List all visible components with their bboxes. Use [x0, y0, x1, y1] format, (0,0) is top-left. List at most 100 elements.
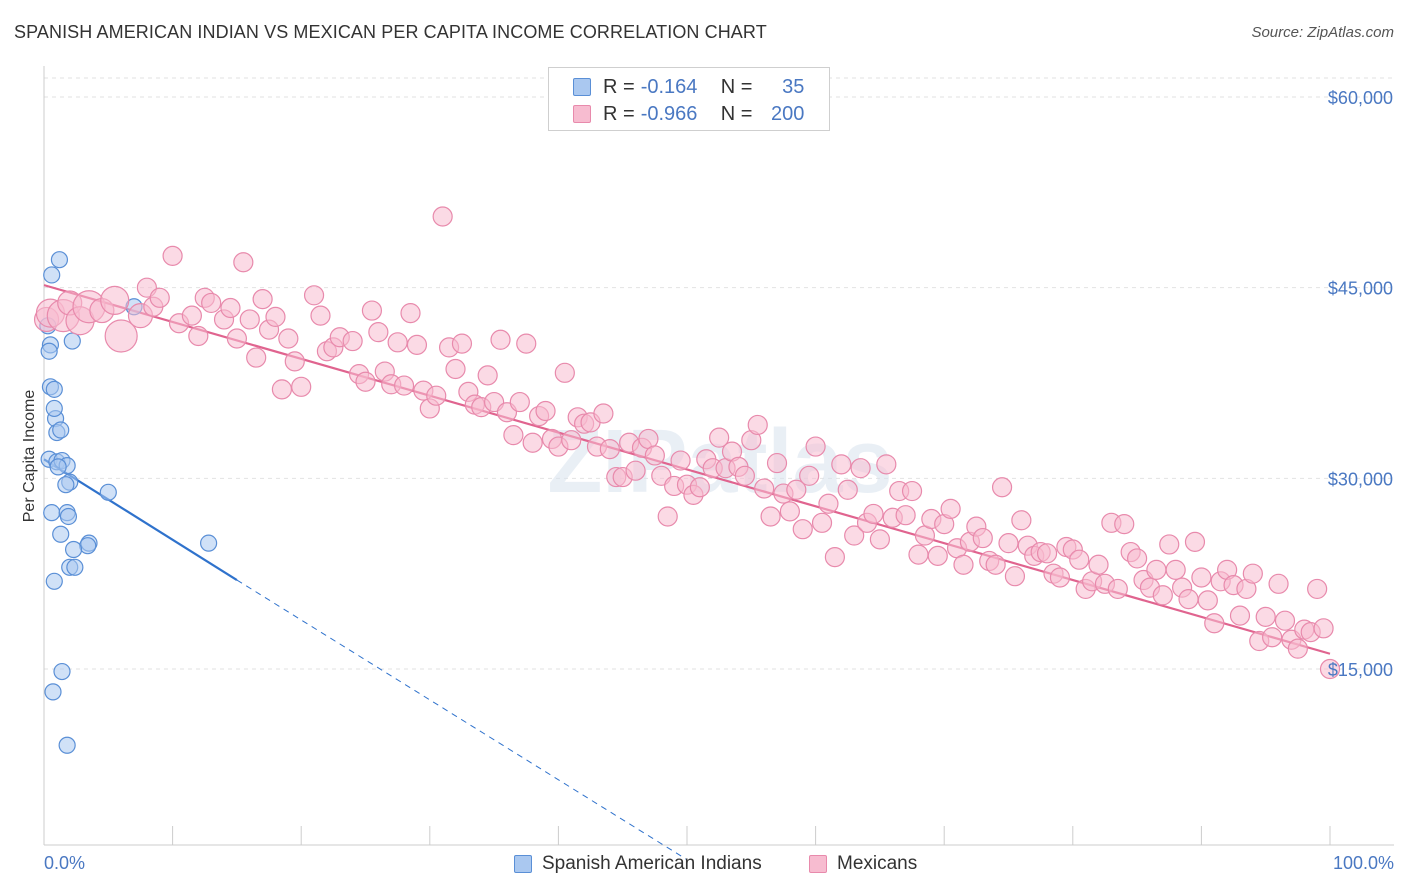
point-mexicans: [747, 414, 768, 436]
point-mexicans: [670, 450, 691, 471]
point-mexicans: [927, 545, 948, 566]
point-mexicans: [509, 391, 530, 413]
point-mexicans: [303, 285, 325, 306]
point-spanish-american-indians: [44, 683, 62, 701]
point-mexicans: [1114, 513, 1135, 535]
point-mexicans: [1313, 618, 1334, 639]
point-mexicans: [844, 525, 865, 546]
point-mexicans: [786, 479, 807, 500]
point-mexicans: [1262, 627, 1283, 648]
point-mexicans: [188, 325, 209, 347]
point-mexicans: [100, 285, 130, 315]
point-spanish-american-indians: [99, 483, 117, 501]
y-tick-label: $15,000: [1328, 660, 1393, 680]
point-mexicans: [991, 477, 1013, 498]
point-mexicans: [1307, 578, 1328, 600]
point-mexicans: [779, 501, 800, 522]
point-mexicans: [831, 454, 852, 475]
point-mexicans: [760, 506, 781, 527]
point-mexicans: [824, 547, 845, 568]
point-mexicans: [1229, 605, 1251, 626]
point-spanish-american-indians: [59, 507, 78, 526]
point-spanish-american-indians: [52, 421, 70, 439]
y-tick-label: $30,000: [1328, 469, 1393, 489]
point-mexicans: [1159, 534, 1180, 555]
point-mexicans: [985, 554, 1006, 575]
point-mexicans: [1107, 578, 1128, 600]
point-mexicans: [599, 438, 620, 460]
legend-swatch-blue: [573, 78, 591, 96]
legend-n-value: 200: [771, 102, 805, 125]
point-mexicans: [1204, 613, 1225, 634]
point-mexicans: [233, 252, 254, 273]
point-mexicans: [1178, 588, 1199, 610]
y-tick-labels: $15,000 $30,000 $45,000 $60,000: [1328, 88, 1393, 680]
point-mexicans: [799, 465, 820, 486]
point-mexicans: [490, 329, 511, 350]
correlation-legend: R = -0.164 N = 35 R = -0.966 N = 200: [548, 67, 830, 131]
bottom-legend-label: Mexicans: [837, 853, 918, 874]
point-mexicans: [1152, 585, 1173, 606]
point-mexicans: [901, 480, 923, 502]
point-mexicans: [1268, 573, 1289, 594]
bottom-legend-swatch-blue: [514, 855, 532, 873]
legend-r-label: R =: [603, 102, 635, 125]
point-mexicans: [850, 458, 871, 479]
point-mexicans: [278, 328, 299, 349]
bottom-legend-label: Spanish American Indians: [542, 853, 762, 874]
chart-title: SPANISH AMERICAN INDIAN VS MEXICAN PER C…: [14, 22, 767, 42]
point-mexicans: [593, 403, 614, 424]
point-mexicans: [940, 498, 961, 519]
point-mexicans: [355, 371, 376, 392]
point-mexicans: [387, 332, 408, 353]
point-mexicans: [265, 306, 286, 328]
trend-line-extension-dashed: [236, 579, 688, 861]
point-spanish-american-indians: [64, 540, 83, 559]
point-mexicans: [342, 330, 363, 352]
gridlines: [44, 77, 1394, 670]
point-spanish-american-indians: [79, 537, 97, 555]
point-mexicans: [1126, 548, 1148, 569]
point-mexicans: [1274, 610, 1296, 631]
legend-swatch-pink: [573, 105, 591, 123]
x-tick-label: 0.0%: [44, 853, 85, 873]
point-mexicans: [291, 376, 312, 397]
legend-r-value: -0.164: [640, 75, 698, 98]
point-mexicans: [625, 460, 646, 481]
point-mexicans: [1049, 567, 1071, 588]
point-mexicans: [811, 512, 833, 533]
point-mexicans: [792, 519, 813, 540]
point-spanish-american-indians: [40, 342, 58, 360]
point-spanish-american-indians: [45, 572, 63, 590]
point-mexicans: [226, 328, 247, 349]
point-mexicans: [400, 302, 421, 324]
legend-row-spanish-american-indians: R = -0.164 N = 35: [573, 76, 804, 98]
legend-n-value: 35: [782, 75, 805, 98]
point-mexicans: [284, 351, 305, 372]
point-mexicans: [554, 362, 575, 383]
point-spanish-american-indians: [52, 525, 70, 543]
point-mexicans: [1319, 658, 1341, 680]
point-mexicans: [709, 427, 730, 448]
point-spanish-american-indians: [45, 380, 63, 398]
y-axis-label: Per Capita Income: [21, 390, 38, 523]
point-mexicans: [561, 430, 582, 451]
point-mexicans: [908, 544, 929, 565]
point-spanish-american-indians: [45, 399, 63, 418]
point-mexicans: [535, 400, 556, 422]
legend-row-mexicans: R = -0.966 N = 200: [573, 103, 804, 125]
point-mexicans: [754, 478, 775, 499]
point-mexicans: [516, 333, 537, 354]
point-mexicans: [657, 506, 678, 527]
point-mexicans: [972, 527, 993, 549]
point-mexicans: [503, 425, 524, 446]
point-mexicans: [1184, 531, 1206, 552]
point-mexicans: [477, 365, 498, 386]
x-tick-labels: 0.0% 100.0%: [44, 853, 1394, 873]
point-mexicans: [451, 333, 473, 354]
legend-r-value: -0.966: [640, 102, 698, 125]
point-spanish-american-indians: [58, 736, 76, 754]
point-spanish-american-indians: [43, 266, 61, 284]
point-spanish-american-indians: [57, 476, 75, 494]
